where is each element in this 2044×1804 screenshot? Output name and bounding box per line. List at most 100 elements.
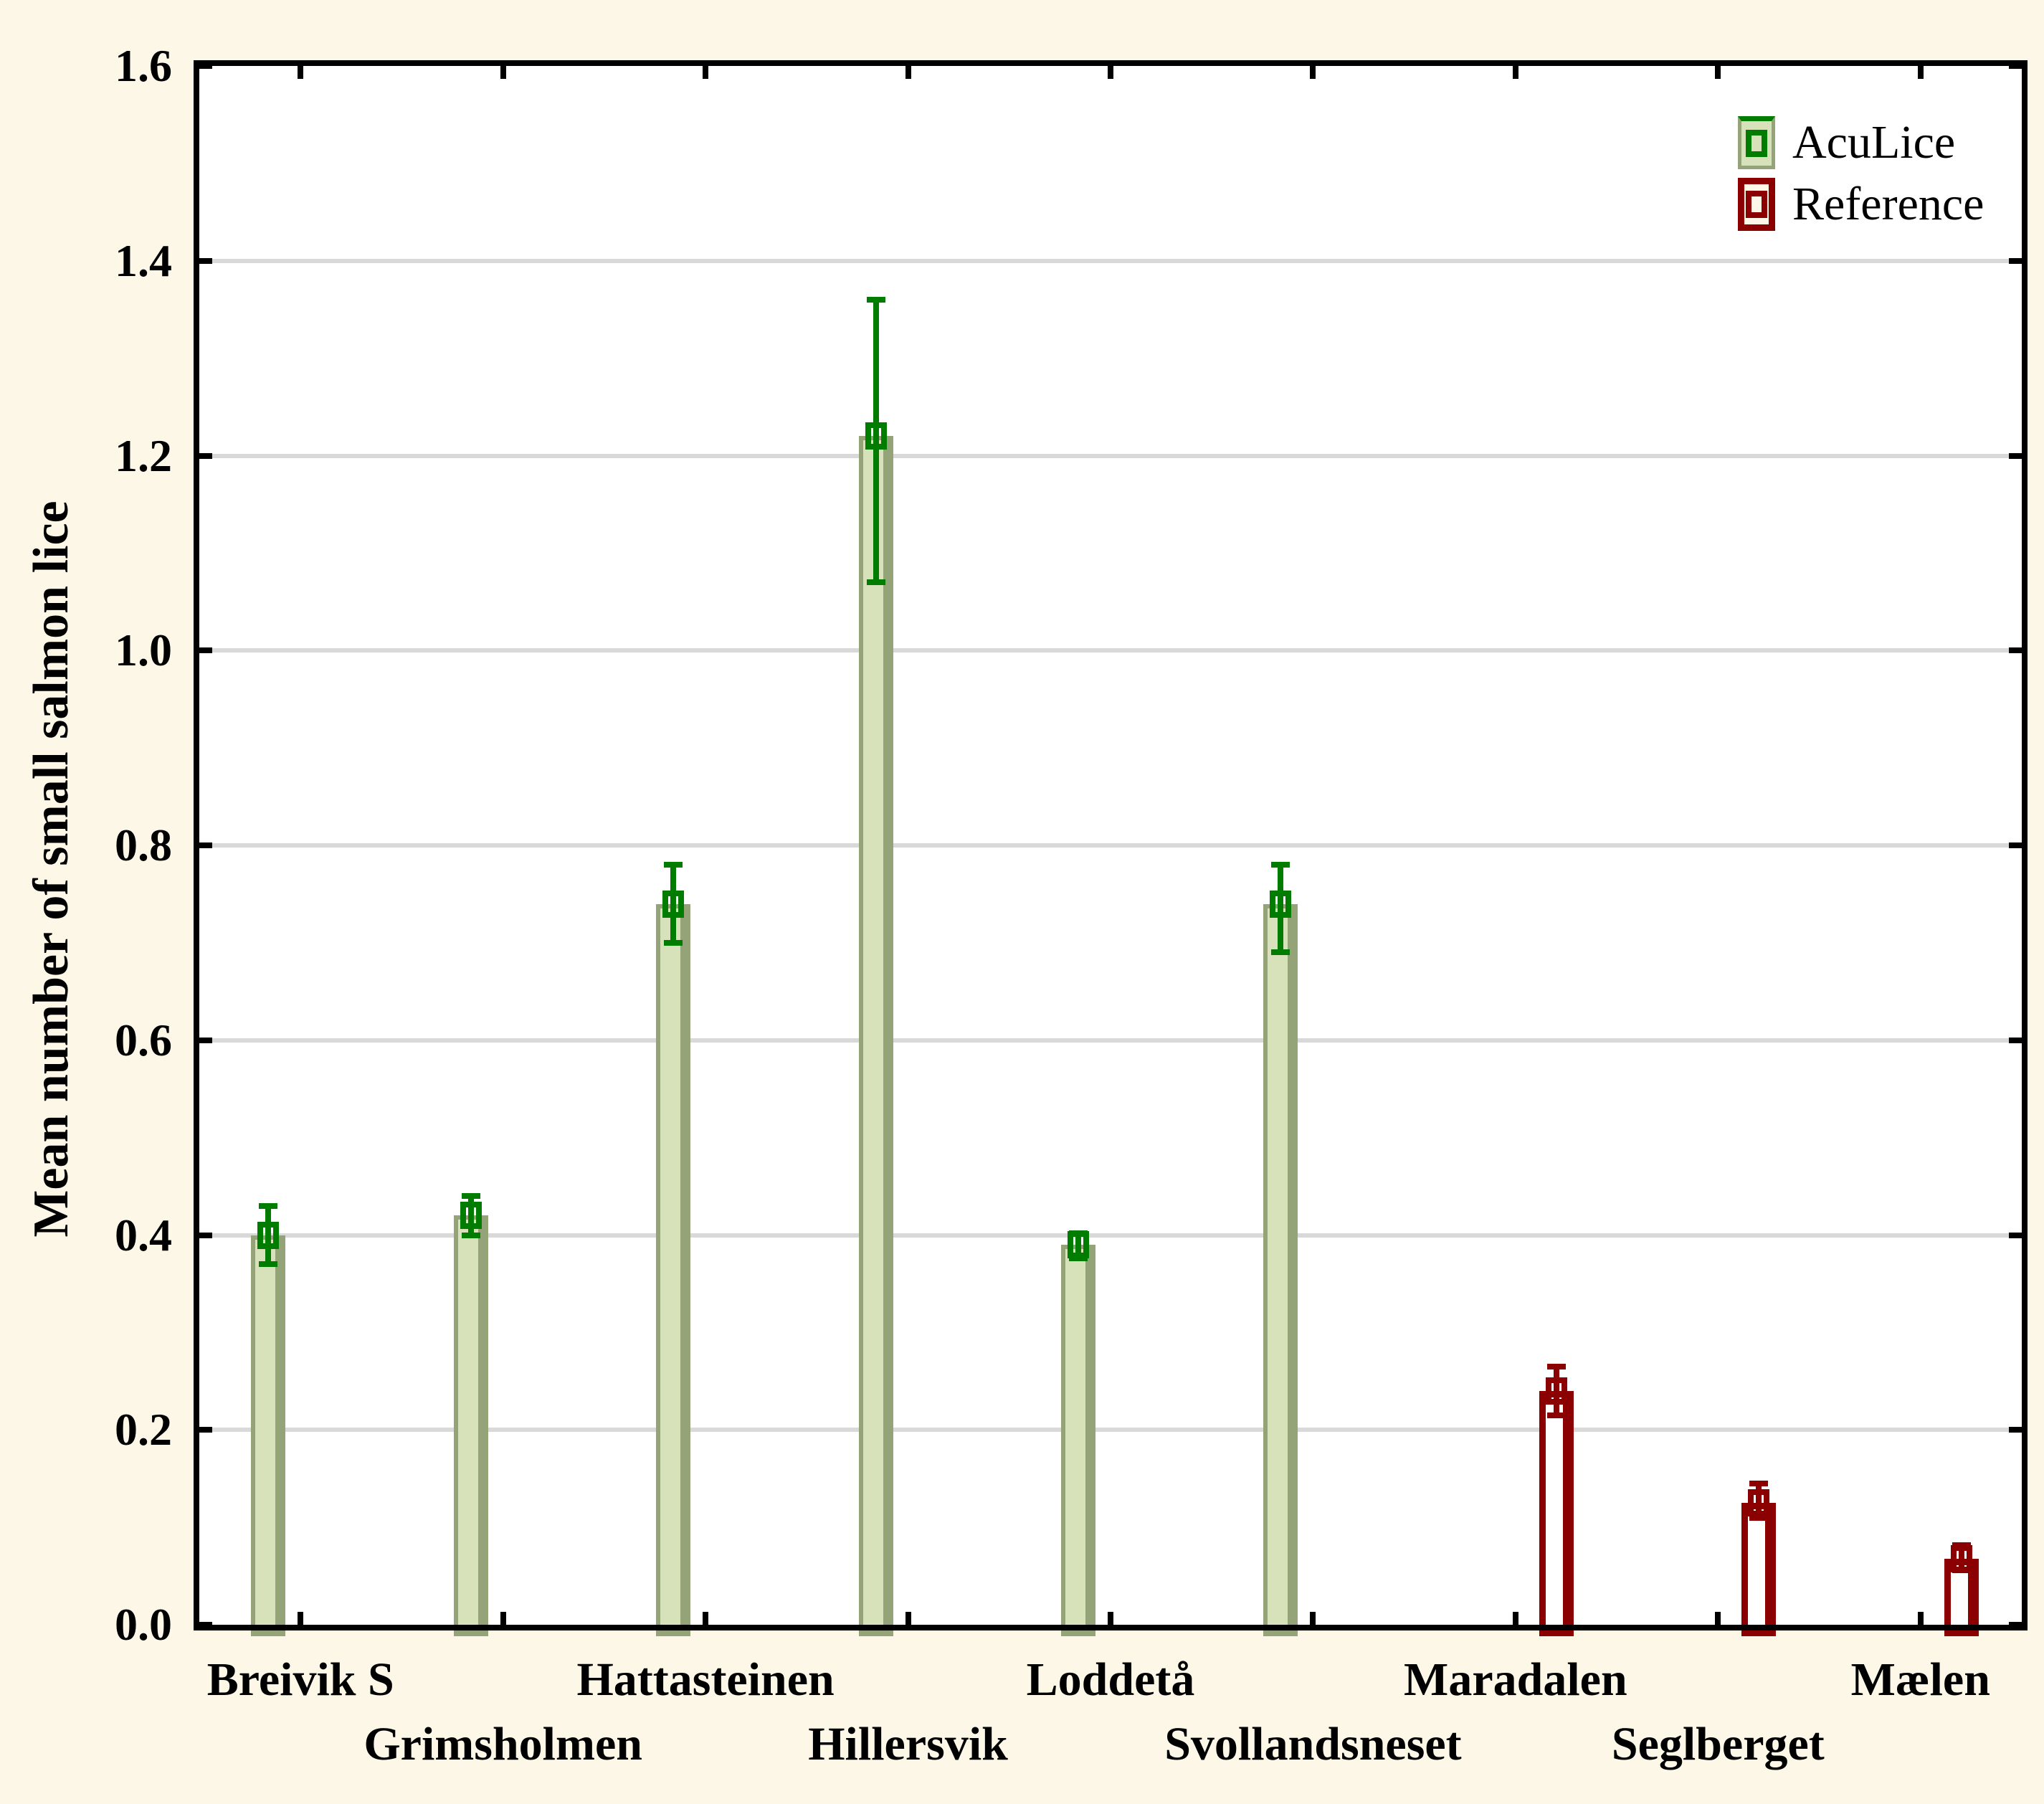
x-category-label-loddeta: Loddetå xyxy=(1026,1653,1195,1706)
error-cap-bottom-hillersvik xyxy=(866,579,885,586)
gridline-1.0 xyxy=(199,648,2022,653)
mean-marker-grimsholmen xyxy=(460,1202,482,1230)
error-bar-loddeta xyxy=(1075,1233,1081,1259)
bar-aculice-grimsholmen xyxy=(453,1215,488,1636)
x-axis-tick-top xyxy=(298,66,304,79)
error-cap-top-breivik-s xyxy=(259,1202,278,1209)
bar-aculice-svollandsneset xyxy=(1263,903,1298,1636)
error-cap-bottom-maradalen xyxy=(1546,1412,1566,1418)
legend-item-aculice: AcuLice xyxy=(1738,116,1984,169)
gridline-0.8 xyxy=(199,843,2022,848)
x-axis-tick-bottom xyxy=(1108,1612,1113,1625)
y-axis-tick-right xyxy=(2009,1037,2022,1043)
gridline-0.2 xyxy=(199,1428,2022,1433)
y-tick-label: 1.4 xyxy=(115,234,172,286)
legend-item-reference: Reference xyxy=(1738,178,1984,231)
y-axis-tick-right xyxy=(2009,257,2022,264)
legend-square-marker-icon xyxy=(1746,191,1767,218)
y-tick-label: 0.8 xyxy=(115,820,172,870)
error-cap-top-hillersvik xyxy=(866,297,885,303)
error-bar-breivik-s xyxy=(265,1205,272,1265)
y-axis-tick-right xyxy=(2009,1622,2022,1628)
y-axis-tick-left xyxy=(199,647,212,654)
y-axis-title: Mean number of small salmon lice xyxy=(24,500,79,1238)
bar-reference-maradalen xyxy=(1539,1390,1574,1636)
y-axis-tick-left xyxy=(199,1037,212,1043)
y-tick-label: 0.0 xyxy=(115,1599,172,1650)
x-category-label-hillersvik: Hillersvik xyxy=(808,1718,1008,1770)
error-cap-top-seglberget xyxy=(1749,1480,1769,1486)
error-cap-bottom-seglberget xyxy=(1749,1514,1769,1521)
mean-marker-maelen xyxy=(1950,1544,1972,1572)
mean-marker-hattasteinen xyxy=(662,890,685,918)
error-cap-bottom-breivik-s xyxy=(259,1261,278,1268)
mean-marker-hillersvik xyxy=(865,422,887,450)
mean-marker-svollandsneset xyxy=(1270,890,1292,918)
gridline-1.4 xyxy=(199,258,2022,263)
error-cap-top-maradalen xyxy=(1546,1363,1566,1369)
legend-label-aculice: AcuLice xyxy=(1792,116,1956,168)
error-bar-seglberget xyxy=(1756,1483,1762,1518)
y-tick-label: 1.2 xyxy=(115,429,172,481)
x-axis-tick-bottom xyxy=(905,1612,911,1625)
y-axis-tick-right xyxy=(2009,1427,2022,1433)
x-axis-tick-top xyxy=(1917,66,1924,79)
legend-label-reference: Reference xyxy=(1792,178,1984,230)
error-cap-bottom-grimsholmen xyxy=(461,1232,480,1238)
x-axis-tick-top xyxy=(1108,66,1113,79)
x-category-label-maelen: Mælen xyxy=(1850,1653,1990,1706)
x-axis-tick-top xyxy=(1715,66,1721,79)
y-axis-tick-left xyxy=(199,257,212,264)
x-axis-tick-top xyxy=(905,66,911,79)
bar-aculice-hillersvik xyxy=(858,436,893,1636)
error-cap-bottom-loddeta xyxy=(1069,1255,1088,1262)
y-axis-tick-left xyxy=(199,1622,212,1628)
y-axis-tick-left xyxy=(199,842,212,848)
x-axis-tick-top xyxy=(500,66,506,79)
bar-reference-seglberget xyxy=(1741,1503,1777,1636)
error-cap-top-svollandsneset xyxy=(1271,862,1290,868)
y-axis-tick-right xyxy=(2009,647,2022,654)
x-category-label-breivik-s: Breivik S xyxy=(206,1653,394,1706)
error-bar-maradalen xyxy=(1553,1366,1559,1415)
error-bar-maelen xyxy=(1958,1544,1964,1570)
y-tick-label: 0.6 xyxy=(115,1014,172,1065)
y-tick-label: 0.2 xyxy=(115,1404,172,1456)
x-axis-tick-bottom xyxy=(1512,1612,1518,1625)
x-axis-tick-top xyxy=(1310,66,1316,79)
legend-square-marker-icon xyxy=(1746,130,1767,157)
error-cap-top-hattasteinen xyxy=(664,862,683,868)
error-cap-bottom-svollandsneset xyxy=(1271,949,1290,956)
y-axis-tick-right xyxy=(2009,452,2022,459)
mean-marker-loddeta xyxy=(1068,1231,1089,1259)
y-axis-tick-right xyxy=(2009,1232,2022,1238)
x-category-label-maradalen: Maradalen xyxy=(1404,1653,1627,1706)
mean-marker-maradalen xyxy=(1545,1377,1567,1405)
x-axis-tick-bottom xyxy=(1310,1612,1316,1625)
x-axis-tick-bottom xyxy=(703,1612,709,1625)
error-bar-hattasteinen xyxy=(670,865,677,943)
x-category-label-hattasteinen: Hattasteinen xyxy=(576,1653,835,1706)
error-bar-svollandsneset xyxy=(1278,865,1284,953)
x-category-label-seglberget: Seglberget xyxy=(1611,1718,1825,1770)
x-category-label-grimsholmen: Grimsholmen xyxy=(363,1718,642,1770)
x-category-label-svollandsneset: Svollandsneset xyxy=(1164,1718,1462,1770)
x-axis-tick-bottom xyxy=(298,1612,304,1625)
x-axis-tick-bottom xyxy=(500,1612,506,1625)
y-axis-tick-right xyxy=(2009,842,2022,848)
mean-marker-seglberget xyxy=(1748,1489,1770,1517)
error-cap-bottom-hattasteinen xyxy=(664,939,683,946)
gridline-1.2 xyxy=(199,453,2022,458)
y-tick-label: 0.4 xyxy=(115,1209,172,1261)
legend-swatch-aculice-icon xyxy=(1738,116,1775,169)
bar-aculice-loddeta xyxy=(1061,1245,1095,1636)
y-axis-tick-left xyxy=(199,63,212,69)
legend-swatch-reference-icon xyxy=(1738,178,1775,231)
y-tick-label: 1.6 xyxy=(115,40,172,91)
error-cap-top-grimsholmen xyxy=(461,1193,480,1200)
x-axis-tick-bottom xyxy=(1715,1612,1721,1625)
y-axis-tick-left xyxy=(199,1232,212,1238)
y-tick-label: 1.0 xyxy=(115,625,172,676)
y-axis-tick-left xyxy=(199,452,212,459)
